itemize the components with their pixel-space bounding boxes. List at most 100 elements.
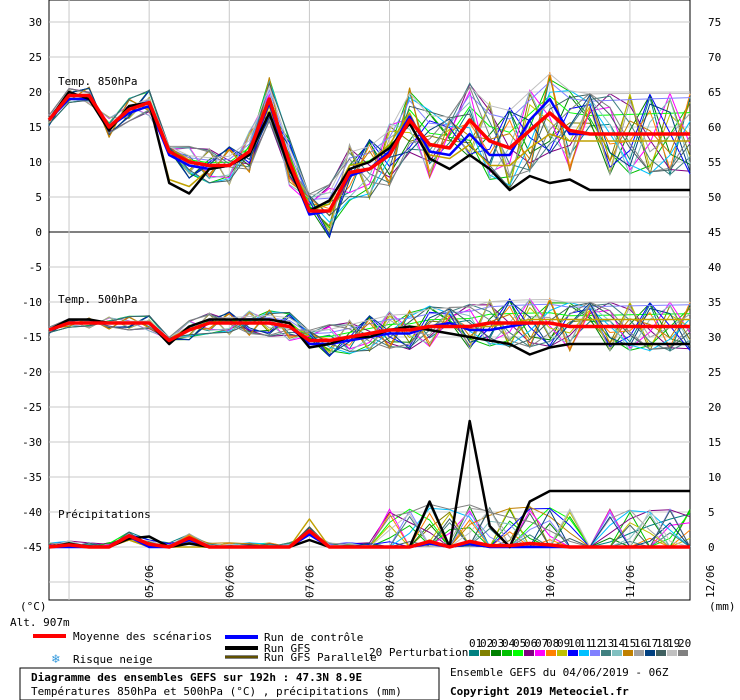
x-axis-dates: 05/06 06/06 07/06 08/06 09/06 10/06 11/06 12/06 <box>143 565 717 598</box>
y-right-tick-label: 0 <box>708 541 715 554</box>
perturbation-swatch <box>557 650 567 656</box>
perturbation-id-label: 16 <box>634 637 647 650</box>
x-date-label: 12/06 <box>704 565 717 598</box>
perturbation-swatch <box>535 650 545 656</box>
perturbation-id-label: 10 <box>568 637 581 650</box>
perturbation-swatch <box>645 650 655 656</box>
perturbation-swatch <box>656 650 666 656</box>
y-right-tick-label: 20 <box>708 401 721 414</box>
y-right-tick-label: 50 <box>708 191 721 204</box>
perturbation-swatch <box>469 650 479 656</box>
panel-label-t850: Temp. 850hPa <box>58 75 137 88</box>
y-right-tick-label: 5 <box>708 506 715 519</box>
perturbation-id-label: 12 <box>590 637 603 650</box>
series-line-t850 <box>47 93 690 213</box>
perturbation-id-label: 06 <box>524 637 537 650</box>
panel-label-precip: Précipitations <box>58 508 151 521</box>
perturbation-id-label: 13 <box>601 637 614 650</box>
y-left-tick-label: -10 <box>22 296 42 309</box>
perturbation-id-label: 14 <box>612 637 626 650</box>
perturbation-lines <box>48 72 691 549</box>
perturbation-id-label: 19 <box>667 637 680 650</box>
run-info: Ensemble GEFS du 04/06/2019 - 06Z <box>450 666 669 679</box>
perturbation-line-t500 <box>48 301 691 350</box>
legend-gfs-parallel-label: Run GFS Parallele <box>264 651 377 664</box>
perturbation-id-label: 01 <box>469 637 482 650</box>
x-date-label: 10/06 <box>544 565 557 598</box>
legend: Moyenne des scénarios ❄ Risque neige Run… <box>33 630 691 667</box>
perturbation-swatch <box>678 650 688 656</box>
y-right-tick-label: 70 <box>708 51 721 64</box>
legend-gfs-label: Run GFS <box>264 642 310 655</box>
y-right-tick-label: 65 <box>708 86 721 99</box>
y-left-tick-label: -30 <box>22 436 42 449</box>
perturbation-swatch <box>612 650 622 656</box>
y-left-tick-label: 15 <box>29 121 42 134</box>
snowflake-icon: ❄ <box>51 652 60 667</box>
x-date-label: 07/06 <box>303 565 316 598</box>
perturbation-swatch <box>623 650 633 656</box>
y-right-unit: (mm) <box>709 600 736 613</box>
x-date-label: 08/06 <box>384 565 397 598</box>
perturbation-id-label: 07 <box>535 637 548 650</box>
legend-snow-label: Risque neige <box>73 653 152 666</box>
perturbation-swatch <box>579 650 589 656</box>
perturbation-id-label: 20 <box>678 637 691 650</box>
y-left-tick-label: -5 <box>29 261 42 274</box>
y-right-tick-label: 60 <box>708 121 721 134</box>
y-left-tick-label: 5 <box>35 191 42 204</box>
y-right-tick-label: 75 <box>708 16 721 29</box>
perturbation-id-label: 11 <box>579 637 592 650</box>
perturbation-swatch <box>513 650 523 656</box>
altitude-label: Alt. 907m <box>10 616 70 629</box>
y-left-tick-label: -35 <box>22 471 42 484</box>
y-left-tick-label: -15 <box>22 331 42 344</box>
perturbation-swatch <box>480 650 490 656</box>
plot-area-frame <box>48 0 691 601</box>
perturbation-swatch <box>590 650 600 656</box>
perturbation-swatch <box>568 650 578 656</box>
perturbation-id-label: 17 <box>645 637 658 650</box>
y-right-tick-label: 10 <box>708 471 721 484</box>
legend-perturbations-label: 20 Perturbations <box>369 646 475 659</box>
y-right-tick-label: 45 <box>708 226 721 239</box>
y-right-tick-label: 55 <box>708 156 721 169</box>
y-left-tick-label: 30 <box>29 16 42 29</box>
x-date-label: 11/06 <box>624 565 637 598</box>
x-date-label: 09/06 <box>464 565 477 598</box>
perturbation-swatch <box>524 650 534 656</box>
copyright: Copyright 2019 Meteociel.fr <box>450 685 629 698</box>
perturbation-id-label: 08 <box>546 637 559 650</box>
y-left-tick-label: 10 <box>29 156 42 169</box>
y-left-tick-label: -20 <box>22 366 42 379</box>
y-axis-left: 30 25 20 15 10 5 0 -5 -10 -15 -20 -25 -30 -35 -40 -45 <box>22 16 42 554</box>
y-right-tick-label: 40 <box>708 261 721 274</box>
chart-title: Diagramme des ensembles GEFS sur 192h : … <box>31 671 362 684</box>
perturbation-swatch <box>546 650 556 656</box>
y-right-tick-label: 35 <box>708 296 721 309</box>
y-left-tick-label: 20 <box>29 86 42 99</box>
perturbation-id-label: 03 <box>491 637 504 650</box>
x-date-label: 05/06 <box>143 565 156 598</box>
info-box <box>19 667 440 700</box>
perturbation-line-t500 <box>48 298 690 339</box>
main-series-lines <box>47 90 690 549</box>
series-line-t500 <box>48 321 690 343</box>
series-line-precip <box>48 419 690 549</box>
x-date-label: 06/06 <box>223 565 236 598</box>
perturbation-line-t500 <box>48 302 691 352</box>
series-line-precip <box>48 529 690 549</box>
perturbation-id-label: 05 <box>513 637 526 650</box>
perturbation-id-label: 04 <box>502 637 516 650</box>
perturbation-swatch <box>667 650 677 656</box>
perturbation-id-label: 02 <box>480 637 493 650</box>
perturbation-swatch <box>502 650 512 656</box>
y-left-tick-label: 25 <box>29 51 42 64</box>
perturbation-swatch <box>634 650 644 656</box>
y-left-unit: (°C) <box>20 600 47 613</box>
y-left-tick-label: -40 <box>22 506 42 519</box>
perturbation-swatch <box>491 650 501 656</box>
perturbation-id-label: 18 <box>656 637 669 650</box>
perturbation-id-label: 09 <box>557 637 570 650</box>
